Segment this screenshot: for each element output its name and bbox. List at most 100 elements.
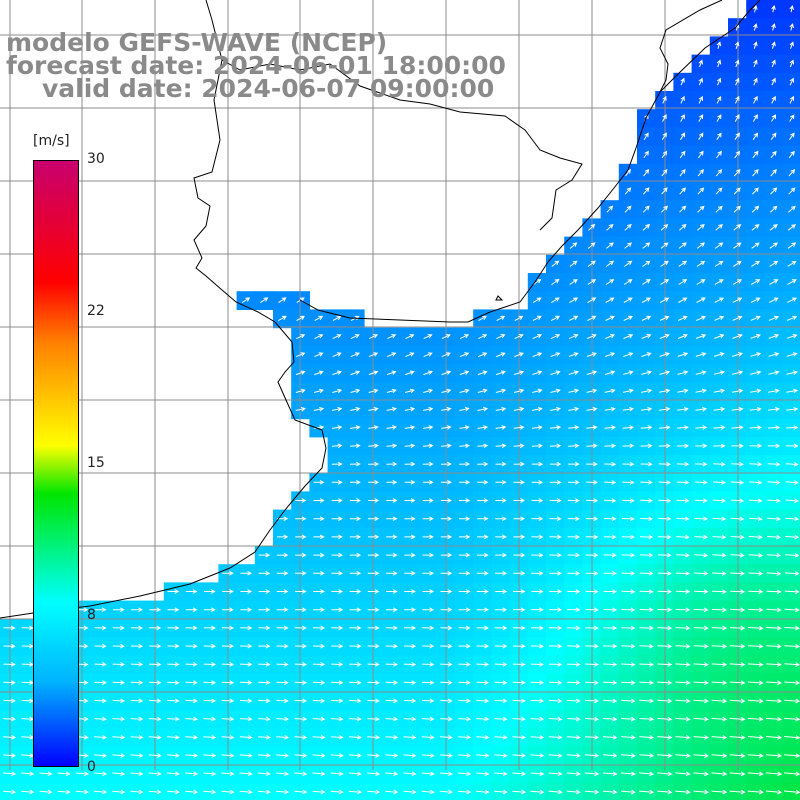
wind-arrow <box>294 680 308 685</box>
wind-arrow <box>661 132 667 141</box>
wind-arrow <box>784 680 800 686</box>
wind-arrow <box>295 406 306 412</box>
wind-arrow <box>130 680 144 685</box>
wind-arrow <box>729 753 746 758</box>
wind-arrow <box>385 734 399 740</box>
wind-arrow <box>385 789 399 795</box>
wind-arrow <box>787 224 797 231</box>
wind-arrow <box>786 352 798 357</box>
wind-arrow <box>675 716 691 722</box>
wind-arrow <box>604 425 616 430</box>
wind-arrow <box>294 716 308 722</box>
wind-arrow <box>403 716 417 722</box>
wind-arrow <box>294 734 308 740</box>
wind-arrow <box>513 406 525 412</box>
wind-arrow <box>639 534 654 540</box>
wind-arrow <box>657 734 673 740</box>
wind-arrow <box>112 771 126 777</box>
wind-arrow <box>439 789 454 795</box>
wind-arrow <box>715 187 723 195</box>
wind-arrow <box>784 698 800 704</box>
wind-arrow <box>422 479 434 485</box>
wind-arrow <box>203 734 217 740</box>
wind-arrow <box>313 516 325 522</box>
wind-arrow <box>749 425 762 430</box>
wind-arrow <box>130 643 144 649</box>
wind-arrow <box>605 352 616 357</box>
wind-arrow <box>185 753 199 758</box>
wind-arrow <box>494 753 508 758</box>
wind-arrow <box>584 789 600 795</box>
wind-arrow <box>639 716 655 722</box>
wind-arrow <box>296 315 305 322</box>
wind-arrow <box>659 333 670 339</box>
wind-arrow <box>276 661 289 667</box>
wind-arrow <box>3 734 17 740</box>
wind-arrow <box>403 643 417 649</box>
wind-arrow <box>693 643 709 649</box>
wind-arrow <box>568 388 580 394</box>
wind-arrow <box>404 479 416 485</box>
wind-arrow <box>387 352 397 358</box>
wind-arrow <box>603 625 618 631</box>
wind-arrow <box>94 698 107 704</box>
wind-arrow <box>771 4 776 13</box>
wind-arrow <box>641 315 652 321</box>
wind-arrow <box>149 625 162 631</box>
wind-arrow <box>458 716 472 722</box>
wind-arrow <box>714 297 725 303</box>
wind-arrow <box>621 662 636 667</box>
wind-arrow <box>639 771 655 777</box>
wind-arrow <box>769 279 779 285</box>
wind-arrow <box>785 480 799 485</box>
wind-arrow <box>350 370 361 376</box>
wind-arrow <box>784 589 800 595</box>
wind-arrow <box>789 41 794 49</box>
wind-arrow <box>312 753 326 758</box>
wind-arrow <box>477 443 489 449</box>
wind-arrow <box>459 334 470 340</box>
wind-arrow <box>440 570 453 576</box>
wind-arrow <box>476 771 490 777</box>
wind-arrow <box>312 698 326 704</box>
wind-arrow <box>697 187 705 195</box>
wind-arrow <box>3 716 16 722</box>
wind-arrow <box>675 662 691 667</box>
wind-arrow <box>348 789 362 795</box>
wind-arrow <box>185 661 198 667</box>
wind-arrow <box>676 498 690 503</box>
wind-arrow <box>640 498 653 503</box>
wind-arrow <box>422 461 434 467</box>
wind-arrow <box>458 753 472 758</box>
wind-arrow <box>295 498 307 503</box>
wind-arrow <box>712 534 727 540</box>
wind-arrow <box>531 607 544 613</box>
wind-arrow <box>75 789 89 795</box>
wind-arrow <box>422 534 434 540</box>
wind-arrow <box>531 534 544 540</box>
wind-arrow <box>567 498 580 503</box>
wind-arrow <box>167 680 180 685</box>
wind-arrow <box>657 662 673 667</box>
wind-arrow <box>640 480 653 485</box>
wind-arrow <box>784 552 800 558</box>
wind-arrow <box>662 114 667 122</box>
wind-arrow <box>258 716 271 722</box>
wind-arrow <box>566 716 581 722</box>
wind-arrow <box>716 77 722 86</box>
wind-arrow <box>788 150 795 159</box>
wind-arrow <box>512 680 526 685</box>
wind-arrow <box>458 570 471 576</box>
wind-arrow <box>731 425 744 430</box>
wind-arrow <box>21 789 35 795</box>
wind-arrow <box>221 698 235 704</box>
wind-arrow <box>640 516 654 522</box>
wind-arrow <box>477 388 488 394</box>
wind-arrow <box>753 59 758 68</box>
wind-arrow <box>602 734 618 740</box>
wind-arrow <box>585 625 599 631</box>
wind-arrow <box>3 661 16 667</box>
wind-arrow <box>586 370 598 375</box>
wind-arrow <box>621 607 636 613</box>
wind-arrow <box>21 643 34 649</box>
